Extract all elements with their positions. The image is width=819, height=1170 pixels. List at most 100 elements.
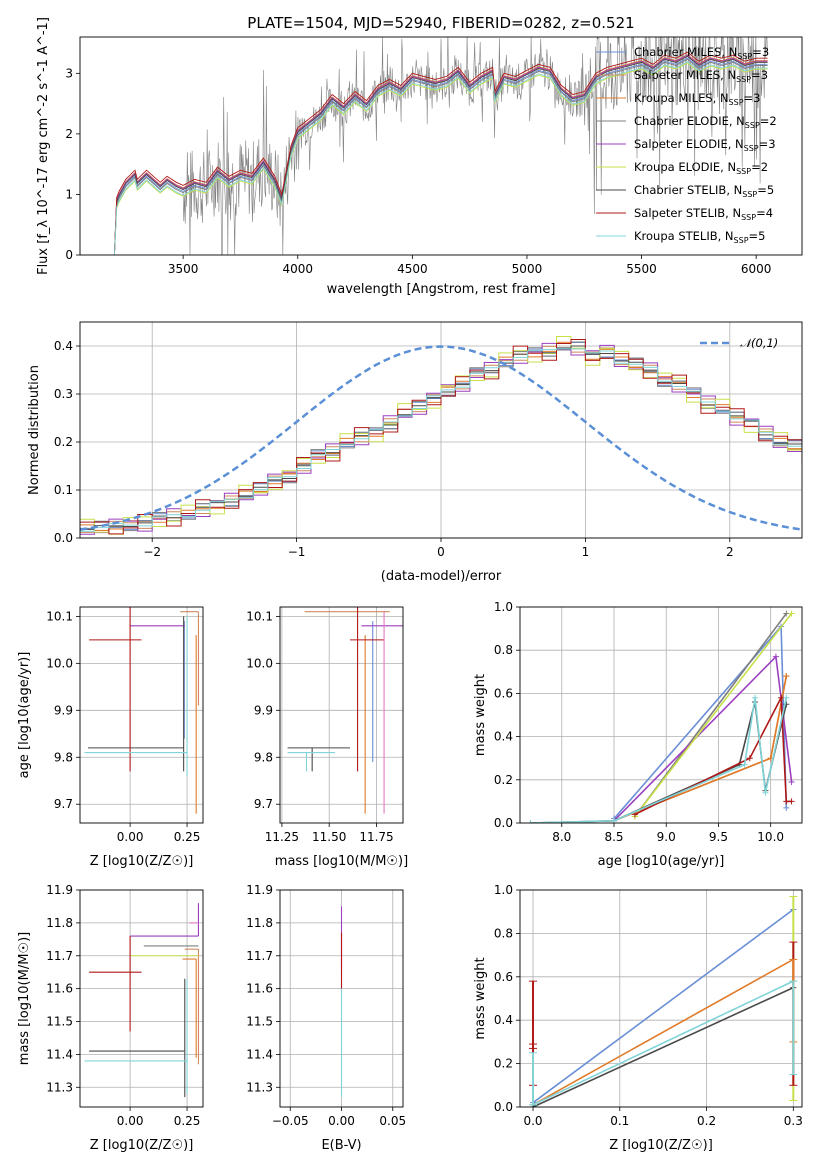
mass-weight-marker — [783, 804, 790, 811]
figure-title: PLATE=1504, MJD=52940, FIBERID=0282, z=0… — [247, 14, 634, 32]
mass-weight-marker — [752, 694, 758, 701]
residual-histogram — [80, 341, 802, 531]
y-axis-label: Normed distribution — [27, 365, 42, 495]
x-tick-label: 3500 — [168, 262, 199, 276]
y-tick-label: 9.7 — [254, 797, 273, 811]
x-tick-label: 10.0 — [757, 830, 784, 844]
axes-frame — [79, 36, 803, 256]
normal-curve — [80, 345, 802, 531]
plot-area — [529, 896, 798, 1107]
y-axis-label: mass weight — [473, 674, 488, 756]
x-tick-label: 0.25 — [174, 1114, 201, 1128]
x-tick-label: 11.25 — [265, 830, 299, 844]
x-tick-label: 0.0 — [523, 1114, 542, 1128]
mass-weight-marker — [746, 755, 753, 762]
x-tick-label: 5500 — [626, 262, 657, 276]
y-tick-label: 0.0 — [494, 816, 513, 830]
residual-histogram — [80, 339, 802, 535]
x-tick-label: 5000 — [512, 262, 543, 276]
y-tick-label: 0.0 — [54, 531, 73, 545]
mass-weight-marker — [788, 610, 795, 617]
plot-area — [287, 607, 403, 814]
x-tick-label: 4000 — [282, 262, 313, 276]
mass-weight-marker — [783, 798, 790, 805]
y-tick-label: 10.0 — [46, 656, 73, 670]
legend-label: 𝒩(0,1) — [740, 336, 778, 350]
model-spectrum-line — [113, 55, 768, 255]
model-spectrum-line — [113, 62, 768, 255]
mass-weight-line — [613, 654, 793, 822]
x-tick-label: 2 — [726, 545, 734, 559]
legend-label: Chabrier ELODIE, NSSP=2 — [634, 114, 777, 130]
legend-label: Chabrier MILES, NSSP=3 — [634, 45, 769, 61]
y-tick-label: 11.5 — [46, 1015, 73, 1029]
x-tick-label: 0.00 — [328, 1114, 355, 1128]
mass-weight-line — [613, 624, 788, 820]
mass-weight-marker — [783, 673, 790, 680]
x-tick-label: 0.2 — [697, 1114, 716, 1128]
model-spectrum-line — [113, 54, 768, 255]
y-tick-label: 11.5 — [246, 1015, 273, 1029]
model-spectrum-line — [113, 61, 768, 255]
plot-area — [84, 903, 199, 1098]
axes-frame — [519, 606, 803, 824]
y-tick-label: 10.1 — [46, 609, 73, 623]
plot-area — [80, 336, 802, 535]
x-tick-label: 4500 — [397, 262, 428, 276]
y-tick-label: 2 — [65, 127, 73, 141]
x-axis-label: age [log10(age/yr)] — [598, 854, 725, 869]
mass-weight-marker — [778, 694, 785, 701]
model-spectrum-line — [113, 57, 768, 255]
y-tick-label: 10.1 — [246, 609, 273, 623]
legend-label: Salpeter MILES, NSSP=3 — [634, 68, 768, 84]
x-tick-label: 9.0 — [657, 830, 676, 844]
mass-weight-line — [530, 701, 788, 823]
residual-histogram — [80, 336, 802, 535]
y-axis-label: mass [log10(M/M☉)] — [17, 932, 32, 1065]
y-tick-label: 10.0 — [246, 656, 273, 670]
x-axis-label: mass [log10(M/M☉)] — [275, 854, 408, 869]
y-tick-label: 11.3 — [46, 1080, 73, 1094]
y-tick-label: 1 — [65, 187, 73, 201]
x-tick-label: 8.5 — [604, 830, 623, 844]
y-tick-label: 11.6 — [46, 982, 73, 996]
model-spectrum-line — [113, 58, 768, 255]
y-tick-label: 0.6 — [494, 970, 513, 984]
x-axis-label: E(B-V) — [321, 1138, 361, 1153]
mass-weight-marker — [527, 820, 534, 823]
residual-histogram — [80, 348, 802, 532]
y-tick-label: 0.8 — [494, 643, 513, 657]
y-tick-label: 0 — [65, 248, 73, 262]
mass-weight-line — [530, 697, 788, 823]
y-tick-label: 9.9 — [254, 703, 273, 717]
mass-weight-line — [634, 613, 793, 817]
axes-frame — [79, 889, 204, 1108]
y-tick-label: 11.8 — [46, 916, 73, 930]
mass-weight-marker — [783, 610, 790, 617]
y-axis-label: mass weight — [473, 957, 488, 1039]
legend-label: Kroupa ELODIE, NSSP=2 — [634, 160, 768, 176]
x-tick-label: 0.05 — [379, 1114, 406, 1128]
y-tick-label: 11.7 — [246, 949, 273, 963]
legend-label: Chabrier STELIB, NSSP=5 — [634, 183, 774, 199]
mass-weight-marker — [772, 653, 779, 660]
x-tick-label: 1 — [582, 545, 590, 559]
x-axis-label: Z [log10(Z/Z☉)] — [609, 1138, 713, 1153]
mass-weight-line — [532, 980, 794, 1106]
y-tick-label: 11.6 — [246, 982, 273, 996]
x-tick-label: 0 — [437, 545, 445, 559]
mass-weight-marker — [788, 798, 795, 805]
y-tick-label: 0.2 — [494, 1057, 513, 1071]
y-tick-label: 11.4 — [46, 1047, 73, 1061]
axes-frame — [519, 889, 803, 1108]
axes-frame — [79, 606, 204, 824]
y-tick-label: 0.1 — [54, 483, 73, 497]
y-tick-label: 9.8 — [54, 750, 73, 764]
panel-spectrum: 3500 4000 4500 5000 5500 6000 0 1 2 3 wavelength [… — [36, 17, 803, 297]
mass-weight-line — [532, 986, 794, 1107]
panel-age_vs_mass: 11.25 11.50 11.75 9.7 9.8 9.9 10.0 10.1 mass [lo… — [246, 606, 408, 869]
y-tick-label: 0.2 — [54, 435, 73, 449]
y-tick-label: 0.6 — [494, 686, 513, 700]
y-tick-label: 0.4 — [494, 1013, 513, 1027]
